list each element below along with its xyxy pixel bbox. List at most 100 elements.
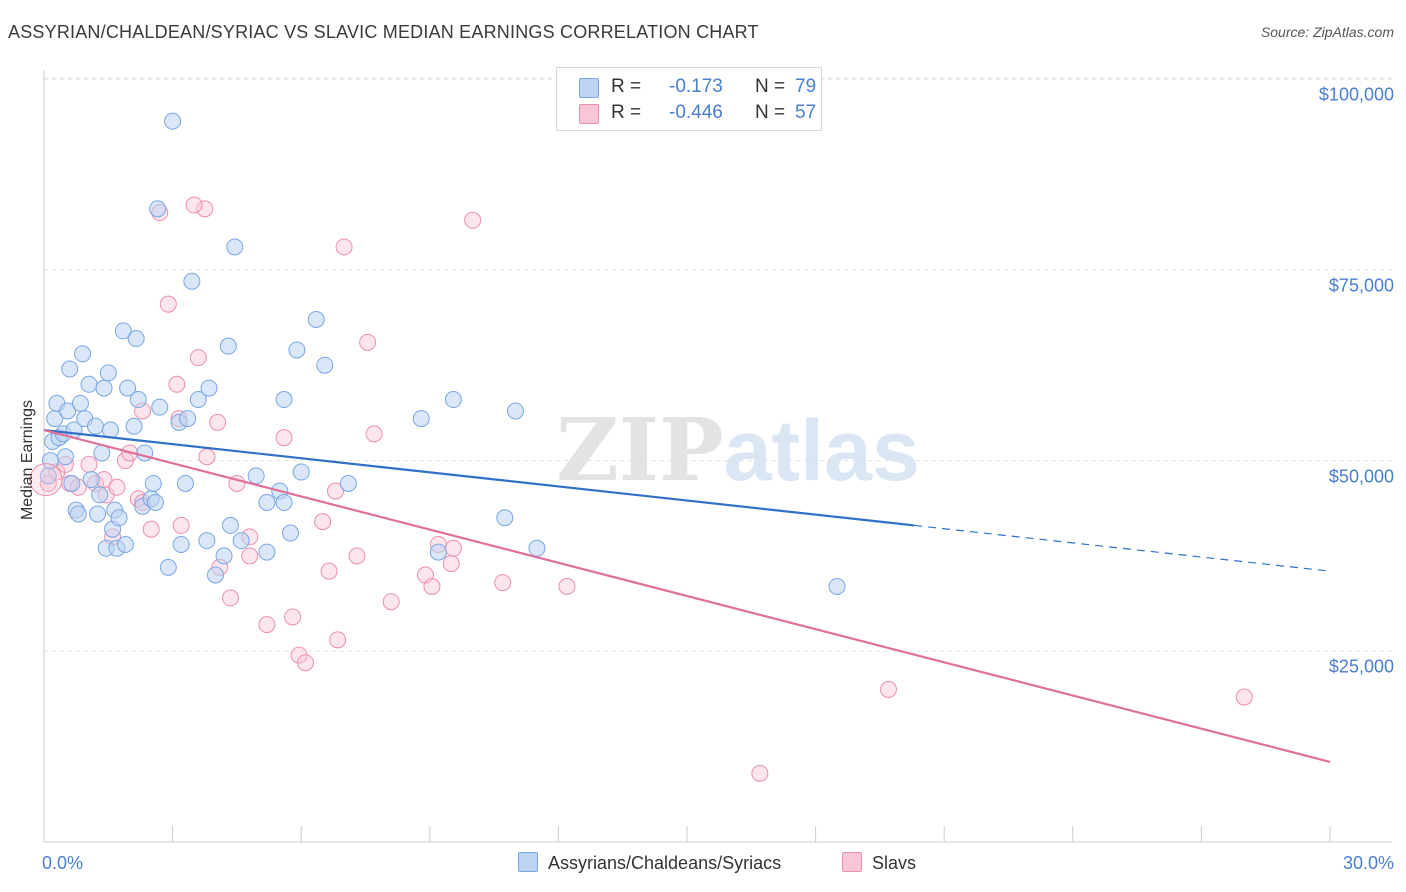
assyrian-point bbox=[63, 474, 81, 492]
assyrian-point bbox=[125, 417, 143, 435]
slav-point bbox=[423, 577, 441, 595]
slav-point bbox=[365, 425, 383, 443]
assyrian-point bbox=[146, 494, 164, 512]
slav-point bbox=[189, 349, 207, 367]
assyrian-point bbox=[444, 391, 462, 409]
slav-point bbox=[221, 589, 239, 607]
assyrian-point bbox=[110, 509, 128, 527]
assyrian-point bbox=[507, 402, 525, 420]
legend-r-value: -0.173 bbox=[669, 76, 723, 97]
assyrian-point bbox=[226, 238, 244, 256]
series-swatch-pink bbox=[842, 852, 862, 872]
series-legend-assyrians: Assyrians/Chaldeans/Syriacs bbox=[518, 852, 781, 874]
assyrian-point bbox=[275, 494, 293, 512]
chart-title: ASSYRIAN/CHALDEAN/SYRIAC VS SLAVIC MEDIA… bbox=[8, 22, 759, 42]
assyrian-point bbox=[258, 543, 276, 561]
assyrian-point bbox=[528, 539, 546, 557]
slav-point bbox=[326, 482, 344, 500]
assyrian-point bbox=[59, 402, 77, 420]
assyrian-point bbox=[82, 471, 100, 489]
legend-r-label: R = bbox=[611, 102, 642, 123]
assyrian-point bbox=[159, 558, 177, 576]
slav-point bbox=[80, 455, 98, 473]
assyrian-point bbox=[61, 360, 79, 378]
slav-point bbox=[464, 211, 482, 229]
slav-point bbox=[320, 562, 338, 580]
slav-point bbox=[258, 616, 276, 634]
assyrian-point bbox=[176, 474, 194, 492]
slav-point bbox=[444, 539, 462, 557]
assyrian-point bbox=[164, 112, 182, 130]
y-tick-label: $75,000 bbox=[1328, 275, 1394, 296]
slav-point bbox=[329, 631, 347, 649]
slav-point bbox=[442, 555, 460, 573]
x-tick-label-max: 30.0% bbox=[1342, 853, 1394, 873]
slav-point bbox=[359, 333, 377, 351]
assyrian-point bbox=[429, 543, 447, 561]
assyrian-point bbox=[496, 509, 514, 527]
slav-point bbox=[879, 680, 897, 698]
assyrian-point bbox=[316, 356, 334, 374]
series-swatch-blue bbox=[518, 852, 538, 872]
correlation-legend: R = -0.173 N = 79 R = -0.446 N = 57 bbox=[556, 67, 822, 131]
slav-point bbox=[558, 577, 576, 595]
source-label: Source: ZipAtlas.com bbox=[1260, 24, 1394, 40]
assyrian-trend-extension bbox=[914, 524, 1331, 572]
legend-r-value: -0.446 bbox=[669, 102, 723, 123]
assyrian-point bbox=[179, 410, 197, 428]
assyrian-point bbox=[215, 547, 233, 565]
assyrian-point bbox=[80, 375, 98, 393]
slav-point bbox=[185, 196, 203, 214]
slav-point bbox=[168, 375, 186, 393]
assyrian-point bbox=[292, 463, 310, 481]
assyrian-point bbox=[119, 379, 137, 397]
assyrian-point bbox=[206, 566, 224, 584]
assyrian-point bbox=[339, 474, 357, 492]
assyrian-point bbox=[307, 310, 325, 328]
assyrian-point bbox=[74, 345, 92, 363]
slav-point bbox=[196, 200, 214, 218]
assyrian-point bbox=[91, 486, 109, 504]
assyrian-point bbox=[116, 535, 134, 553]
slav-point bbox=[335, 238, 353, 256]
slav-point bbox=[284, 608, 302, 626]
assyrian-trend-line bbox=[43, 428, 915, 527]
series-label: Slavs bbox=[872, 853, 917, 873]
slav-trend-line bbox=[43, 428, 1331, 763]
legend-n-value: 57 bbox=[795, 102, 817, 123]
slav-point bbox=[198, 448, 216, 466]
assyrian-point bbox=[95, 379, 113, 397]
assyrian-point bbox=[149, 200, 167, 218]
assyrian-point bbox=[198, 532, 216, 550]
slav-point bbox=[314, 513, 332, 531]
assyrian-point bbox=[99, 364, 117, 382]
assyrian-point bbox=[144, 474, 162, 492]
slav-point bbox=[108, 478, 126, 496]
legend-n-label: N = bbox=[755, 102, 786, 123]
series-legend-slavs: Slavs bbox=[842, 852, 916, 874]
slav-point bbox=[382, 593, 400, 611]
series-label: Assyrians/Chaldeans/Syriacs bbox=[548, 853, 782, 873]
y-axis-label: Median Earnings bbox=[19, 399, 36, 521]
y-tick-label: $100,000 bbox=[1318, 84, 1394, 105]
slav-point bbox=[348, 547, 366, 565]
assyrian-point bbox=[258, 494, 276, 512]
legend-n-value: 79 bbox=[795, 76, 817, 97]
assyrian-point bbox=[183, 272, 201, 290]
assyrian-point bbox=[200, 379, 218, 397]
legend-swatch-pink bbox=[579, 104, 599, 124]
assyrian-point bbox=[281, 524, 299, 542]
assyrian-point bbox=[189, 391, 207, 409]
assyrian-point bbox=[232, 532, 250, 550]
assyrian-point bbox=[71, 394, 89, 412]
assyrian-point bbox=[129, 391, 147, 409]
slav-point bbox=[159, 295, 177, 313]
assyrian-point bbox=[219, 337, 237, 355]
slav-point bbox=[241, 547, 259, 565]
slav-point bbox=[296, 654, 314, 672]
legend-n-label: N = bbox=[755, 76, 786, 97]
assyrian-point bbox=[69, 505, 87, 523]
assyrian-point bbox=[288, 341, 306, 359]
legend-r-label: R = bbox=[611, 76, 642, 97]
